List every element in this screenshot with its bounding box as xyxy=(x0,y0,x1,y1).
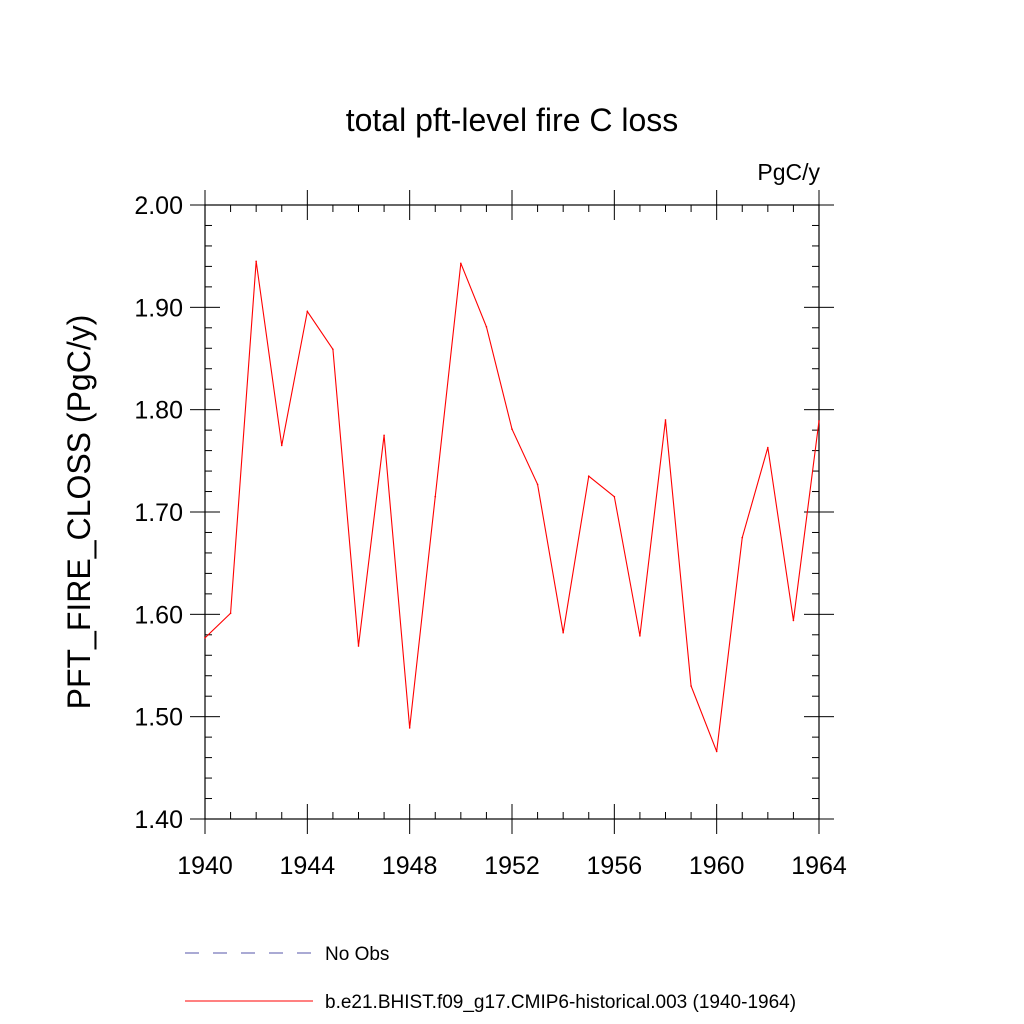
y-tick-label: 1.40 xyxy=(134,806,183,834)
data-point xyxy=(511,428,513,430)
x-tick-label: 1964 xyxy=(791,852,847,880)
legend-label: b.e21.BHIST.f09_g17.CMIP6-historical.003… xyxy=(325,992,796,1013)
data-point xyxy=(613,495,616,498)
data-point xyxy=(562,631,564,634)
axis-ticks: 1940 1944 1948 1952 1956 1960 1964 1.40 1.50 1.60… xyxy=(134,190,847,880)
y-tick-label: 1.80 xyxy=(134,397,183,425)
data-point xyxy=(204,637,206,639)
x-tick-label: 1944 xyxy=(280,852,336,880)
data-point xyxy=(434,495,437,498)
x-tick-label: 1956 xyxy=(587,852,643,880)
data-point xyxy=(485,325,488,328)
y-tick-label: 2.00 xyxy=(134,192,183,220)
data-point xyxy=(587,475,590,477)
series-layer xyxy=(204,260,820,753)
data-point xyxy=(460,262,462,265)
data-point xyxy=(280,444,283,447)
plot-frame xyxy=(204,204,820,820)
x-tick-label: 1940 xyxy=(177,852,233,880)
y-tick-label: 1.70 xyxy=(134,499,183,527)
data-point xyxy=(664,419,667,421)
legend-label: No Obs xyxy=(325,944,389,965)
data-point xyxy=(255,260,257,263)
data-point xyxy=(690,685,692,687)
data-point xyxy=(792,619,795,622)
data-point xyxy=(536,483,539,486)
data-point xyxy=(332,348,334,351)
data-point xyxy=(306,310,309,313)
x-tick-label: 1952 xyxy=(484,852,540,880)
data-point xyxy=(639,635,641,637)
data-point xyxy=(715,750,718,753)
chart-title: total pft-level fire C loss xyxy=(346,102,679,138)
units-label: PgC/y xyxy=(757,159,820,185)
series-line xyxy=(204,261,820,752)
data-point xyxy=(357,645,360,647)
y-tick-label: 1.50 xyxy=(134,704,183,732)
data-point xyxy=(229,612,232,615)
data-point xyxy=(767,446,769,449)
y-axis-label: PFT_FIRE_CLOSS (PgC/y) xyxy=(61,315,97,710)
x-tick-label: 1948 xyxy=(382,852,438,880)
data-point xyxy=(383,434,385,437)
y-tick-label: 1.90 xyxy=(134,294,183,322)
data-point xyxy=(741,536,744,539)
data-point xyxy=(818,420,820,422)
y-tick-label: 1.60 xyxy=(134,601,183,629)
legend: No Obs b.e21.BHIST.f09_g17.CMIP6-historic… xyxy=(185,944,796,1013)
x-tick-label: 1960 xyxy=(689,852,745,880)
data-point xyxy=(408,727,411,729)
